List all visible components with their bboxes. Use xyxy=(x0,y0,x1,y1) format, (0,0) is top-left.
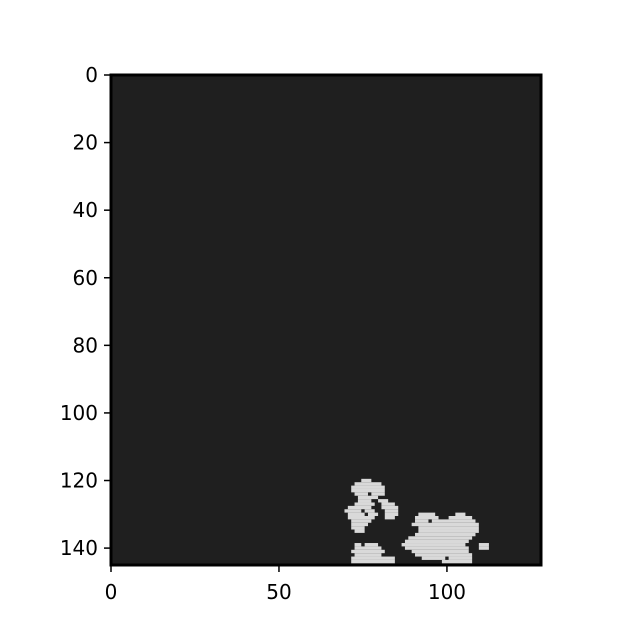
pixel-run xyxy=(441,559,473,564)
left-blob xyxy=(344,478,399,564)
pixel-run xyxy=(381,502,395,506)
y-tick-label: 80 xyxy=(73,333,98,357)
pixel-run xyxy=(354,529,365,533)
pixel-run xyxy=(401,543,466,547)
pixel-run xyxy=(364,509,375,513)
pixel-run xyxy=(347,512,365,516)
pixel-run xyxy=(448,556,473,560)
pixel-run xyxy=(418,512,436,516)
y-axis: 0 20 40 60 80 100 120 140 xyxy=(60,63,111,560)
pixel-run xyxy=(351,556,395,560)
pixel-run xyxy=(354,482,382,486)
pixel-run xyxy=(351,522,368,527)
y-tick-label: 60 xyxy=(73,266,98,290)
y-tick-label: 0 xyxy=(85,63,98,87)
pixel-run xyxy=(415,553,473,557)
pixel-run xyxy=(361,478,372,483)
pixel-run xyxy=(351,526,365,530)
pixel-run xyxy=(357,499,372,503)
image-background xyxy=(111,75,541,565)
pixel-run xyxy=(404,546,469,550)
plot-area xyxy=(109,73,543,567)
pixel-run xyxy=(411,522,479,527)
pixel-run xyxy=(378,499,389,503)
pixel-run xyxy=(384,512,399,516)
pixel-run xyxy=(347,516,375,520)
pixel-run xyxy=(455,512,466,516)
x-tick-label: 0 xyxy=(105,580,118,604)
pixel-run xyxy=(371,492,385,496)
pixel-run xyxy=(408,536,473,540)
pixel-run xyxy=(411,549,469,554)
pixel-run xyxy=(418,529,479,533)
pixel-run xyxy=(384,516,395,520)
pixel-run xyxy=(354,492,368,496)
y-tick-label: 140 xyxy=(60,536,98,560)
pixel-run xyxy=(364,543,379,547)
pixel-run xyxy=(351,559,395,564)
pixel-run xyxy=(351,519,372,523)
pixel-run xyxy=(354,553,382,557)
pixel-run xyxy=(448,516,473,520)
pixel-run xyxy=(351,488,385,493)
pixel-run xyxy=(384,509,399,513)
y-tick-label: 100 xyxy=(60,401,98,425)
pixel-run xyxy=(421,556,446,560)
pixel-run xyxy=(415,519,429,523)
pixel-run xyxy=(478,546,489,550)
pixel-run xyxy=(344,509,362,513)
x-tick-label: 100 xyxy=(428,580,466,604)
pixel-run xyxy=(404,539,469,544)
pixel-run xyxy=(478,543,489,547)
pixel-run xyxy=(418,526,479,530)
pixel-run xyxy=(367,512,379,516)
x-axis: 0 50 100 xyxy=(105,565,466,604)
foreground-pixels xyxy=(344,478,489,564)
x-tick-label: 50 xyxy=(266,580,291,604)
pixel-run xyxy=(354,502,375,506)
pixel-run xyxy=(431,519,476,523)
pixel-run xyxy=(354,543,362,547)
y-tick-label: 20 xyxy=(73,131,98,155)
pixel-run xyxy=(415,516,439,520)
y-tick-label: 40 xyxy=(73,198,98,222)
y-tick-label: 120 xyxy=(60,469,98,493)
pixel-run xyxy=(357,495,379,500)
pixel-run xyxy=(381,505,399,510)
pixel-run xyxy=(351,549,385,554)
pixel-run xyxy=(415,532,476,537)
pixel-run xyxy=(347,505,372,510)
axes-frame xyxy=(109,73,543,567)
right-blob xyxy=(401,512,489,564)
pixel-run xyxy=(354,546,382,550)
pixel-run xyxy=(351,485,385,489)
